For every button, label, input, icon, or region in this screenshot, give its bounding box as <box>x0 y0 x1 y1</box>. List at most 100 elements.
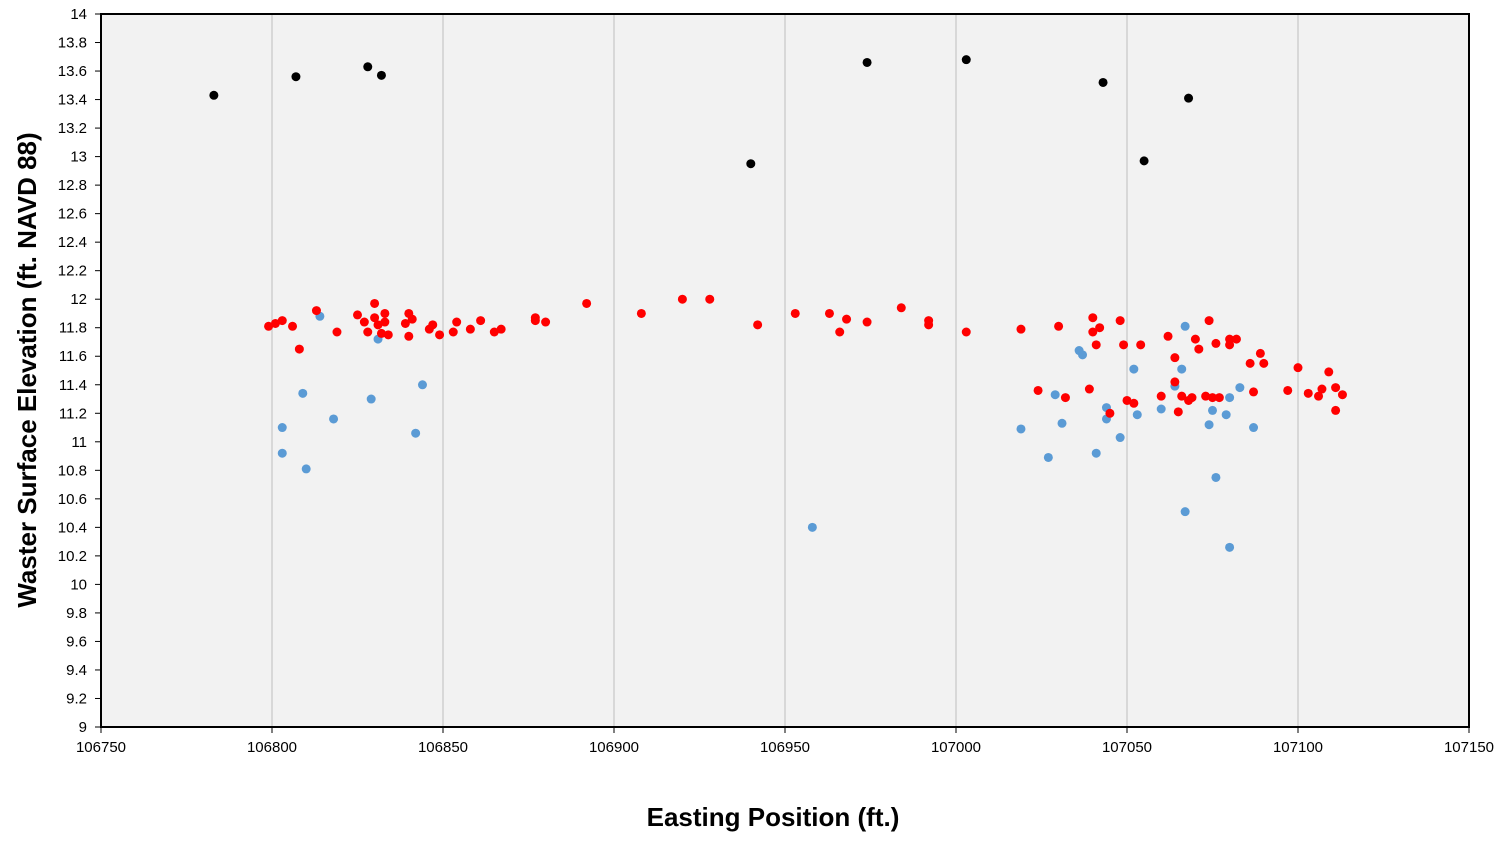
data-point <box>209 90 219 100</box>
data-point <box>1245 358 1255 368</box>
data-point <box>329 414 339 424</box>
data-point <box>824 308 834 318</box>
data-point <box>924 320 934 330</box>
data-point <box>1187 393 1197 403</box>
data-point <box>746 159 756 169</box>
x-tick-label: 107150 <box>1444 739 1494 756</box>
data-point <box>1184 93 1194 103</box>
data-point <box>1122 395 1132 405</box>
data-point <box>1204 420 1214 430</box>
data-point <box>476 316 486 326</box>
data-point <box>1283 385 1293 395</box>
data-point <box>1180 507 1190 517</box>
data-point <box>452 317 462 327</box>
data-point <box>1317 384 1327 394</box>
data-point <box>1214 393 1224 403</box>
y-tick-label: 9.4 <box>66 662 87 679</box>
data-point <box>435 330 445 340</box>
x-tick-label: 106750 <box>76 739 126 756</box>
data-point <box>1054 321 1064 331</box>
data-point <box>1225 542 1235 552</box>
data-point <box>1211 338 1221 348</box>
data-point <box>582 298 592 308</box>
y-tick-label: 11 <box>71 434 87 451</box>
x-tick-label: 106900 <box>589 739 639 756</box>
y-tick-label: 11.4 <box>59 377 87 394</box>
data-point <box>1091 340 1101 350</box>
data-point <box>277 448 287 458</box>
data-point <box>1088 327 1098 337</box>
y-tick-label: 10.4 <box>58 519 87 536</box>
data-point <box>1078 350 1088 360</box>
y-tick-label: 10.6 <box>58 491 87 508</box>
data-point <box>1132 410 1142 420</box>
y-tick-label: 12.6 <box>58 206 87 223</box>
data-point <box>1211 472 1221 482</box>
data-point <box>270 318 280 328</box>
x-tick-label: 106800 <box>247 739 297 756</box>
data-point <box>1337 390 1347 400</box>
data-point <box>376 328 386 338</box>
data-point <box>1173 407 1183 417</box>
data-point <box>291 72 301 82</box>
data-point <box>1095 323 1105 333</box>
data-point <box>359 317 369 327</box>
data-point <box>842 314 852 324</box>
data-point <box>428 320 438 330</box>
y-tick-label: 10 <box>70 576 87 593</box>
data-point <box>961 327 971 337</box>
data-point <box>541 317 551 327</box>
data-point <box>1249 423 1259 433</box>
y-tick-label: 13.2 <box>58 120 87 137</box>
x-tick-label: 106950 <box>760 739 810 756</box>
data-point <box>288 321 298 331</box>
x-tick-label: 106850 <box>418 739 468 756</box>
data-point <box>407 314 417 324</box>
y-tick-label: 12.8 <box>58 177 87 194</box>
y-axis-title: Waster Surface Elevation (ft. NAVD 88) <box>12 132 42 607</box>
data-point <box>862 57 872 67</box>
y-tick-label: 9.8 <box>66 605 87 622</box>
x-tick-label: 107050 <box>1102 739 1152 756</box>
data-point <box>1115 316 1125 326</box>
data-point <box>1033 385 1043 395</box>
data-point <box>1225 393 1235 403</box>
data-point <box>496 324 506 334</box>
y-tick-label: 12.4 <box>58 234 87 251</box>
data-point <box>1314 391 1324 401</box>
data-point <box>1201 391 1211 401</box>
data-point <box>1208 405 1217 415</box>
y-tick-label: 11.2 <box>59 405 87 422</box>
data-point <box>1129 398 1139 408</box>
data-point <box>298 388 308 398</box>
data-point <box>1331 405 1341 415</box>
data-point <box>1180 321 1190 331</box>
data-point <box>530 316 540 326</box>
data-point <box>1060 393 1070 403</box>
data-point <box>301 464 311 474</box>
y-tick-label: 13.4 <box>58 92 87 109</box>
data-point <box>311 306 321 316</box>
x-axis-title: Easting Position (ft.) <box>647 802 900 832</box>
data-point <box>835 327 845 337</box>
y-tick-label: 12 <box>70 291 87 308</box>
data-point <box>1115 433 1125 443</box>
y-tick-label: 9 <box>79 719 87 736</box>
data-point <box>807 522 817 532</box>
data-point <box>961 55 971 65</box>
x-tick-label: 107000 <box>931 739 981 756</box>
data-point <box>1255 348 1265 358</box>
data-point <box>417 380 427 390</box>
data-point <box>294 344 304 354</box>
data-point <box>370 313 380 323</box>
y-tick-label: 13.6 <box>58 63 87 80</box>
data-point <box>1156 404 1166 414</box>
tick-labels: 106750 106800 106850 106900 106950 107000 1070… <box>58 6 1494 756</box>
data-point <box>1225 334 1235 344</box>
data-point <box>353 310 362 320</box>
data-point <box>1177 391 1187 401</box>
data-point <box>380 317 390 327</box>
data-point <box>1050 390 1060 400</box>
